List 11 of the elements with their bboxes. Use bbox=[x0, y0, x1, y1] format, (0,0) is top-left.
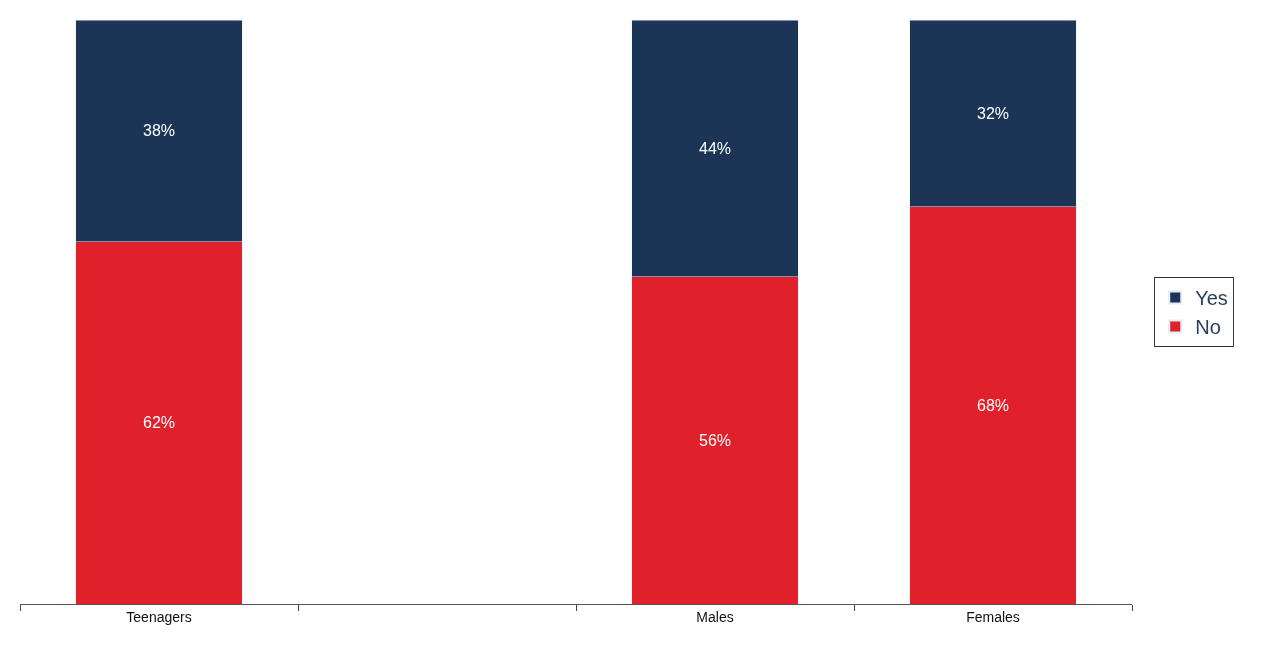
data-label: 38% bbox=[142, 122, 176, 140]
data-label: 62% bbox=[142, 414, 176, 432]
data-label: 32% bbox=[976, 104, 1010, 122]
x-tick-label: Males bbox=[696, 608, 734, 625]
legend-label: Yes bbox=[1195, 287, 1228, 310]
data-label: 56% bbox=[698, 431, 732, 449]
x-tick-label: Teenagers bbox=[126, 608, 192, 625]
data-label: 68% bbox=[976, 396, 1010, 414]
data-label: 44% bbox=[698, 139, 732, 157]
legend-label: No bbox=[1195, 316, 1221, 339]
x-tick-label: Females bbox=[966, 608, 1020, 625]
